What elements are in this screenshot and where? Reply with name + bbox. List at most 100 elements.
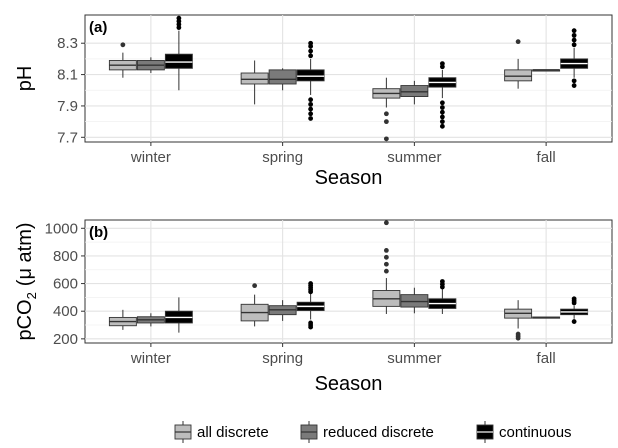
legend-item-continuous: continuous — [476, 421, 572, 443]
panel-ph-ticks: 7.7 7.9 8.1 8.3 winter spring summer fall — [57, 35, 556, 166]
panel-ph-x-axis-title: Season — [315, 167, 383, 189]
outlier-point — [308, 48, 314, 54]
x-tick-label-summer: summer — [387, 149, 441, 166]
box-reduced-discrete-summer — [400, 287, 429, 314]
box-body — [240, 72, 269, 85]
outlier-point — [308, 320, 314, 326]
box-continuous-spring — [296, 40, 325, 121]
outlier-point — [383, 136, 389, 142]
box-body — [400, 85, 429, 97]
outlier-point — [571, 37, 577, 43]
legend-label: continuous — [499, 424, 572, 441]
outlier-point — [383, 111, 389, 117]
panel-ph-y-axis-title: pH — [14, 66, 36, 92]
outlier-point — [308, 281, 314, 286]
outlier-point — [383, 261, 389, 267]
box-body — [504, 69, 533, 82]
x-tick-label-fall: fall — [537, 350, 556, 367]
x-tick-label-winter: winter — [130, 149, 171, 166]
y-tick-label: 200 — [53, 331, 78, 348]
box-continuous-fall — [560, 28, 589, 88]
outlier-point — [308, 97, 314, 103]
box-body — [268, 69, 297, 85]
outlier-point — [383, 248, 389, 253]
box-reduced-discrete-fall — [532, 316, 561, 319]
outlier-point — [515, 39, 521, 45]
legend-item-reduced-discrete: reduced discrete — [300, 421, 434, 443]
panel-pco2-grid — [85, 220, 612, 343]
outlier-point — [252, 283, 258, 289]
y-title-unit: (μ atm) — [14, 222, 36, 286]
outlier-point — [176, 15, 182, 21]
x-tick-label-summer: summer — [387, 350, 441, 367]
outlier-point — [439, 105, 445, 110]
y-title-subscript: 2 — [24, 292, 39, 299]
outlier-point — [308, 40, 314, 46]
box-all-discrete-spring — [240, 283, 269, 327]
outlier-point — [571, 83, 577, 88]
box-continuous-winter — [164, 297, 193, 333]
box-all-discrete-winter — [108, 42, 137, 78]
box-reduced-discrete-spring — [268, 68, 297, 91]
panel-ph-boxes — [108, 15, 589, 142]
outlier-point — [308, 53, 314, 59]
panel-pco2-boxes — [108, 220, 589, 341]
outlier-point — [571, 32, 577, 38]
box-body — [296, 69, 325, 82]
outlier-point — [308, 116, 314, 121]
outlier-point — [571, 78, 577, 84]
y-title-main: pCO — [14, 299, 36, 340]
x-tick-label-spring: spring — [262, 350, 303, 367]
outlier-point — [439, 100, 445, 106]
box-all-discrete-summer — [372, 220, 401, 314]
outlier-point — [383, 254, 389, 260]
outlier-point — [439, 109, 445, 115]
y-tick-label: 1000 — [45, 220, 78, 237]
box-body — [164, 53, 193, 69]
panel-pco2: 200 400 600 800 1000 winter spring summer fall (… — [14, 219, 613, 395]
box-continuous-spring — [296, 281, 325, 330]
outlier-point — [439, 123, 445, 129]
outlier-point — [120, 42, 126, 48]
box-all-discrete-winter — [108, 309, 137, 330]
legend-item-all-discrete: all discrete — [174, 421, 269, 443]
box-all-discrete-summer — [372, 77, 401, 142]
legend-label: reduced discrete — [323, 424, 434, 441]
outlier-point — [515, 331, 521, 337]
x-tick-label-fall: fall — [537, 149, 556, 166]
box-all-discrete-spring — [240, 60, 269, 105]
box-continuous-winter — [164, 15, 193, 91]
outlier-point — [383, 268, 389, 274]
outlier-point — [439, 114, 445, 120]
panel-ph-background — [84, 14, 613, 143]
box-all-discrete-fall — [504, 300, 533, 341]
outlier-point — [383, 119, 389, 125]
panel-pco2-background — [84, 219, 613, 344]
legend-label: all discrete — [197, 424, 269, 441]
outlier-point — [308, 101, 314, 107]
box-reduced-discrete-summer — [400, 80, 429, 105]
panel-pco2-y-axis-title: pCO2 (μ atm) — [14, 222, 39, 340]
panel-pco2-ticks: 200 400 600 800 1000 winter spring summer fall — [45, 220, 556, 367]
outlier-point — [571, 296, 577, 302]
box-all-discrete-fall — [504, 39, 533, 89]
outlier-point — [571, 42, 577, 48]
box-reduced-discrete-winter — [136, 57, 165, 74]
outlier-point — [308, 111, 314, 117]
box-reduced-discrete-spring — [268, 300, 297, 321]
y-tick-label: 7.9 — [57, 98, 78, 115]
y-tick-label: 800 — [53, 248, 78, 265]
panel-tag-b: (b) — [89, 224, 108, 241]
outlier-point — [571, 319, 577, 324]
outlier-point — [439, 279, 445, 284]
y-tick-label: 8.1 — [57, 67, 78, 84]
panel-pco2-x-axis-title: Season — [315, 373, 383, 395]
outlier-point — [571, 28, 577, 34]
panel-tag-a: (a) — [89, 19, 107, 36]
outlier-point — [439, 119, 445, 125]
box-reduced-discrete-fall — [532, 69, 561, 72]
x-tick-label-winter: winter — [130, 350, 171, 367]
y-tick-label: 8.3 — [57, 35, 78, 52]
